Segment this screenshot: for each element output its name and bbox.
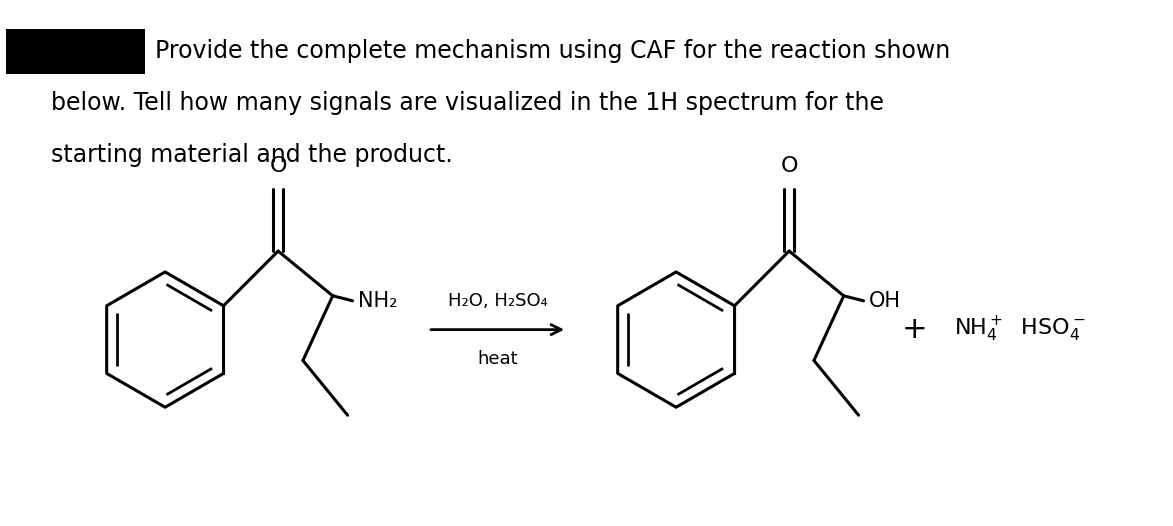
- Text: OH: OH: [868, 291, 901, 311]
- Text: H₂O, H₂SO₄: H₂O, H₂SO₄: [448, 292, 548, 310]
- Text: O: O: [270, 156, 287, 176]
- Text: heat: heat: [477, 350, 517, 368]
- Text: Provide the complete mechanism using CAF for the reaction shown: Provide the complete mechanism using CAF…: [155, 39, 950, 63]
- Text: +: +: [902, 315, 927, 344]
- Text: starting material and the product.: starting material and the product.: [50, 143, 453, 167]
- Text: NH$_4^+$  HSO$_4^-$: NH$_4^+$ HSO$_4^-$: [954, 315, 1085, 345]
- FancyBboxPatch shape: [6, 29, 145, 74]
- Text: NH₂: NH₂: [358, 291, 398, 311]
- Text: O: O: [780, 156, 798, 176]
- Text: below. Tell how many signals are visualized in the 1H spectrum for the: below. Tell how many signals are visuali…: [50, 91, 884, 115]
